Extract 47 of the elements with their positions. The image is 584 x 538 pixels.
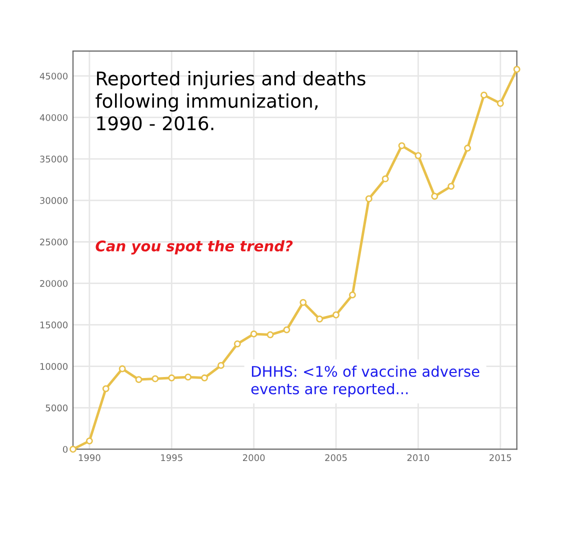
point	[332, 311, 340, 318]
point	[184, 374, 192, 381]
y-tick-label: 35000	[40, 156, 68, 162]
point	[168, 374, 176, 382]
annotation: DHHS: <1% of vaccine adverse events are reported...	[251, 366, 480, 398]
x-tick-label: 2015	[490, 454, 512, 462]
point	[300, 298, 307, 306]
x-tick-label: 1995	[161, 454, 182, 462]
x-tick-label: 2005	[325, 454, 347, 462]
point	[234, 340, 241, 348]
y-tick-label: 5000	[46, 404, 68, 412]
point	[496, 100, 504, 107]
y-tick-label: 45000	[40, 72, 68, 80]
point	[414, 152, 422, 160]
point	[201, 374, 208, 382]
point	[513, 66, 520, 73]
point	[448, 182, 455, 190]
x-tick-label: 2000	[242, 454, 265, 462]
y-tick-label: 30000	[40, 197, 68, 204]
point	[348, 291, 356, 298]
y-tick-label: 10000	[40, 363, 68, 370]
annotation: Can you spot the trend?	[96, 240, 293, 254]
point	[480, 92, 488, 99]
y-tick-label: 40000	[40, 114, 68, 122]
point	[431, 192, 438, 200]
y-tick-label: 25000	[40, 238, 68, 246]
point	[217, 362, 224, 369]
x-tick-label: 2010	[407, 454, 430, 462]
point	[135, 376, 142, 384]
point	[70, 446, 76, 453]
y-tick-label: 15000	[40, 322, 68, 328]
point	[398, 142, 406, 150]
point	[86, 437, 93, 444]
y-tick-label: 0	[62, 446, 68, 453]
point	[250, 330, 258, 338]
point	[152, 375, 159, 382]
point	[118, 365, 126, 372]
point	[365, 195, 372, 202]
point	[382, 175, 389, 182]
text: Reported injuries and deaths following immunization, 1990 - 2016.	[96, 71, 366, 130]
point	[102, 385, 110, 392]
point	[266, 331, 274, 338]
point	[283, 326, 290, 334]
point	[316, 316, 324, 322]
point	[464, 144, 471, 152]
y-tick-label: 20000	[40, 280, 68, 287]
x-tick-label: 1990	[78, 454, 100, 462]
